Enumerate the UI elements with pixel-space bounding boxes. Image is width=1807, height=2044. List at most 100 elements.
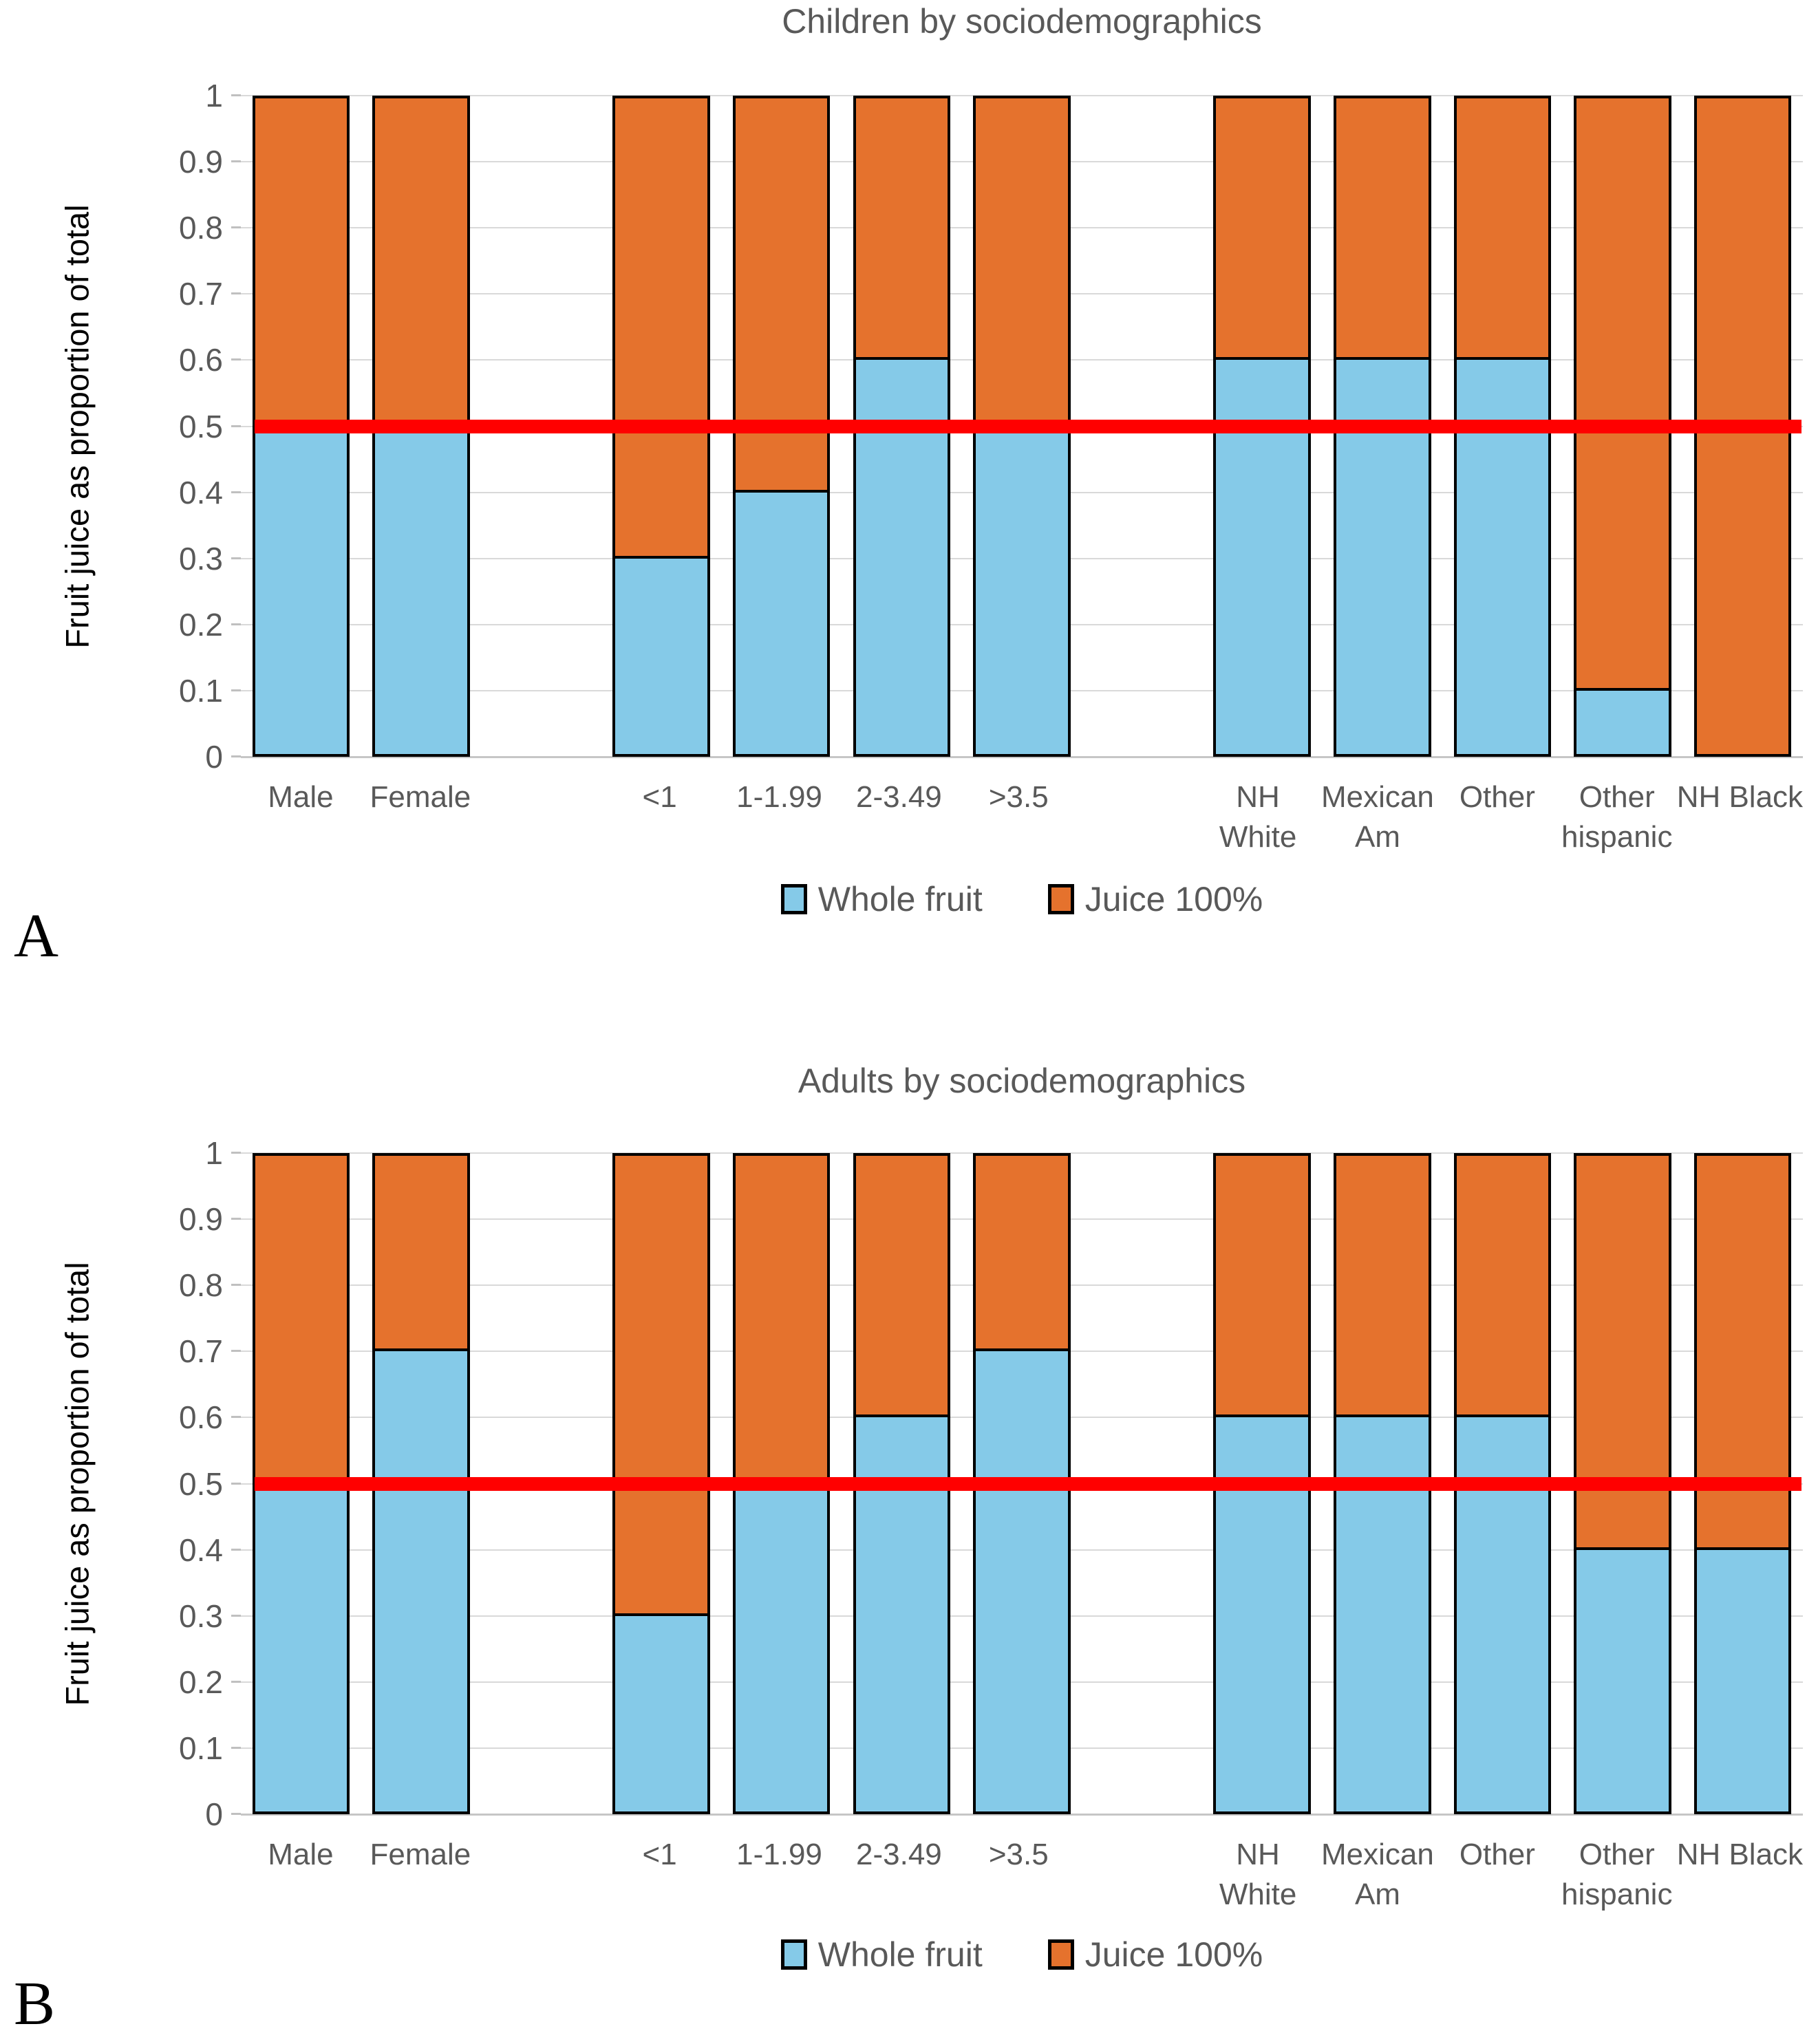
x-axis-label: Mexican Am bbox=[1321, 780, 1434, 854]
legend-label-whole-fruit: Whole fruit bbox=[817, 880, 983, 918]
y-tick-label: 0.7 bbox=[179, 1333, 223, 1370]
y-tick-label: 0.6 bbox=[179, 1399, 223, 1436]
y-tick-mark bbox=[231, 755, 241, 757]
panel-letter-b: B bbox=[14, 1970, 56, 2038]
y-tick-mark bbox=[231, 1614, 241, 1617]
y-tick-mark bbox=[231, 1152, 241, 1154]
y-tick-label: 0 bbox=[205, 1796, 223, 1832]
legend-swatch-whole-fruit-icon bbox=[780, 884, 807, 914]
y-tick-label: 1 bbox=[205, 1135, 223, 1171]
bar-segment-whole-fruit bbox=[1574, 690, 1671, 757]
x-axis-label: Other bbox=[1459, 780, 1535, 814]
stacked-bar bbox=[252, 1153, 350, 1814]
legend-label-juice-100: Juice 100% bbox=[1084, 1935, 1263, 1974]
bar-slot bbox=[1563, 96, 1683, 757]
y-tick-label: 0.4 bbox=[179, 474, 223, 510]
bar-segment-juice-100 bbox=[612, 1153, 710, 1616]
stacked-bar bbox=[612, 1153, 710, 1814]
bar-segment-juice-100 bbox=[372, 1153, 470, 1352]
bar-slot bbox=[601, 1153, 722, 1814]
bar-segment-juice-100 bbox=[1213, 96, 1311, 361]
x-axis-label: Male bbox=[268, 780, 334, 814]
x-axis-label: NH Black bbox=[1676, 1838, 1804, 1871]
y-tick-label: 0.3 bbox=[179, 540, 223, 577]
y-tick-mark bbox=[231, 1813, 241, 1815]
bar-slot bbox=[241, 1153, 361, 1814]
stacked-bar bbox=[372, 96, 470, 757]
y-tick-mark bbox=[231, 1680, 241, 1683]
y-tick-mark bbox=[231, 1746, 241, 1749]
bar-segment-whole-fruit bbox=[372, 1351, 470, 1814]
gridline bbox=[241, 1814, 1803, 1816]
bar-segment-juice-100 bbox=[372, 96, 470, 427]
y-tick-mark bbox=[231, 160, 241, 163]
stacked-bar bbox=[372, 1153, 470, 1814]
legend-item-whole-fruit: Whole fruit bbox=[780, 1935, 983, 1975]
bar-slot bbox=[721, 1153, 842, 1814]
bar-segment-whole-fruit bbox=[372, 426, 470, 757]
legend-label-juice-100: Juice 100% bbox=[1084, 880, 1263, 918]
bar-segment-juice-100 bbox=[1453, 1153, 1552, 1418]
y-tick-label: 0 bbox=[205, 739, 223, 775]
stacked-bar bbox=[973, 1153, 1071, 1814]
bars-row bbox=[241, 1153, 1803, 1814]
bar-slot bbox=[361, 96, 482, 757]
bar-segment-juice-100 bbox=[1453, 96, 1552, 361]
bar-segment-juice-100 bbox=[252, 96, 350, 427]
panel-adults: Adults by sociodemographics Fruit juice … bbox=[0, 1004, 1807, 2044]
y-tick-label: 0.8 bbox=[179, 210, 223, 246]
panel-letter-a: A bbox=[14, 902, 58, 970]
x-axis-label-gap bbox=[1078, 1835, 1198, 1915]
y-tick-mark bbox=[231, 623, 241, 625]
stacked-bar bbox=[252, 96, 350, 757]
bar-slot bbox=[962, 1153, 1082, 1814]
bar-segment-juice-100 bbox=[1213, 1153, 1311, 1418]
x-axis-label: NH White bbox=[1219, 1838, 1297, 1912]
x-axis-label-gap bbox=[480, 777, 600, 857]
bar-segment-juice-100 bbox=[853, 96, 951, 361]
bar-slot bbox=[962, 96, 1082, 757]
bar-slot bbox=[1322, 1153, 1442, 1814]
x-axis-label: NH Black bbox=[1676, 780, 1804, 814]
bar-slot bbox=[241, 96, 361, 757]
y-tick-label: 1 bbox=[205, 78, 223, 114]
bar-segment-whole-fruit bbox=[1574, 1549, 1671, 1814]
y-tick-label: 0.8 bbox=[179, 1267, 223, 1304]
bar-segment-whole-fruit bbox=[973, 426, 1071, 757]
stacked-bar bbox=[973, 96, 1071, 757]
y-tick-mark bbox=[231, 1350, 241, 1353]
y-tick-mark bbox=[231, 1218, 241, 1220]
bar-segment-whole-fruit bbox=[1693, 1549, 1792, 1814]
y-tick-mark bbox=[231, 226, 241, 229]
bar-segment-whole-fruit bbox=[733, 492, 831, 757]
x-axis-label: >3.5 bbox=[988, 780, 1049, 814]
bar-segment-whole-fruit bbox=[973, 1351, 1071, 1814]
x-axis-labels: Male Female <1 1-1.99 2-3.49 >3.5 NH White Mexi… bbox=[241, 777, 1803, 857]
y-tick-label: 0.5 bbox=[179, 1465, 223, 1502]
bar-slot bbox=[361, 1153, 482, 1814]
bar-slot bbox=[601, 96, 722, 757]
y-tick-label: 0.4 bbox=[179, 1531, 223, 1568]
y-axis-label: Fruit juice as proportion of total bbox=[58, 204, 96, 649]
stacked-bar bbox=[1334, 1153, 1431, 1814]
x-axis-label: Other hispanic bbox=[1561, 780, 1673, 854]
legend-swatch-whole-fruit-icon bbox=[780, 1939, 807, 1970]
plot-area: Fruit juice as proportion of total 1 0.9 0… bbox=[59, 78, 1804, 854]
bar-segment-juice-100 bbox=[1334, 96, 1431, 361]
y-tick-mark bbox=[231, 1548, 241, 1551]
y-tick-label: 0.3 bbox=[179, 1597, 223, 1634]
y-tick-mark bbox=[231, 424, 241, 427]
bar-segment-whole-fruit bbox=[252, 426, 350, 757]
bar-segment-whole-fruit bbox=[733, 1483, 831, 1814]
bar-segment-whole-fruit bbox=[612, 1615, 710, 1814]
x-axis-label: 1-1.99 bbox=[736, 780, 822, 814]
x-axis-labels: Male Female <1 1-1.99 2-3.49 >3.5 NH White Mexi… bbox=[241, 1835, 1803, 1915]
stacked-bar bbox=[1574, 96, 1671, 757]
y-tick-label: 0.9 bbox=[179, 144, 223, 180]
bar-segment-juice-100 bbox=[973, 1153, 1071, 1352]
y-axis-label: Fruit juice as proportion of total bbox=[58, 1261, 96, 1706]
chart-title: Children by sociodemographics bbox=[782, 2, 1262, 41]
reference-line bbox=[255, 1476, 1801, 1491]
y-tick-mark bbox=[231, 689, 241, 691]
